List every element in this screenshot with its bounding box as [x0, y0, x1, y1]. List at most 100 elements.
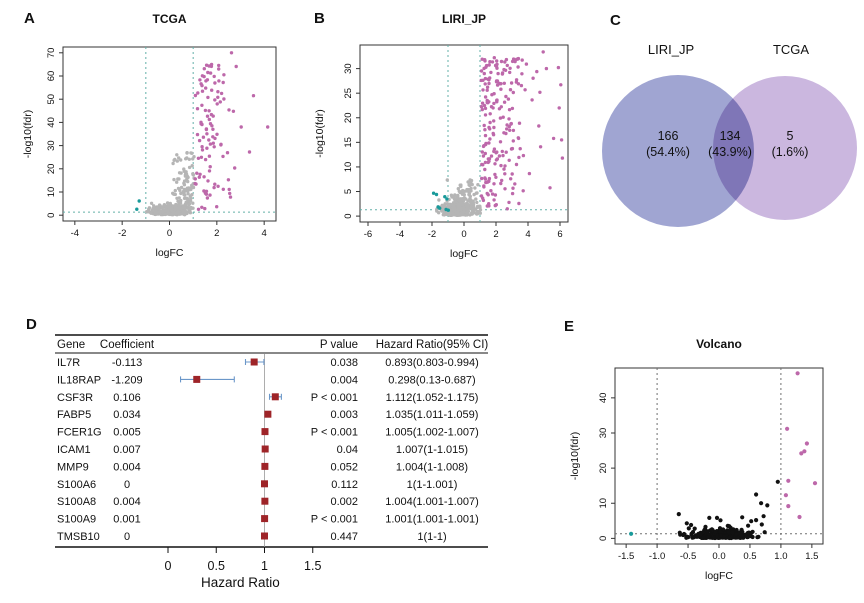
hr-point-estimate	[261, 497, 269, 505]
svg-text:0: 0	[598, 536, 609, 541]
svg-text:0: 0	[124, 479, 130, 491]
points-cluster-up	[193, 63, 252, 211]
svg-text:-6: -6	[364, 229, 372, 240]
svg-text:Hazard Ratio(95% CI): Hazard Ratio(95% CI)	[376, 339, 489, 351]
ci-whisker	[179, 376, 235, 383]
svg-text:40: 40	[598, 393, 609, 404]
svg-text:-1.5: -1.5	[618, 551, 634, 562]
svg-text:1(1-1): 1(1-1)	[417, 531, 446, 543]
svg-text:1.005(1.002-1.007): 1.005(1.002-1.007)	[385, 427, 479, 439]
svg-text:0: 0	[165, 559, 172, 573]
forest-row-IL7R: IL7R -0.113 0.038 0.893(0.803-0.994)	[57, 357, 479, 369]
svg-text:1.112(1.052-1.175): 1.112(1.052-1.175)	[386, 392, 479, 404]
svg-text:0: 0	[167, 228, 172, 239]
svg-text:0.007: 0.007	[113, 444, 141, 456]
svg-text:10: 10	[46, 187, 57, 198]
hr-point-estimate	[261, 532, 268, 540]
svg-text:-4: -4	[71, 228, 79, 239]
chart-title: LIRI_JP	[442, 12, 486, 26]
svg-text:2: 2	[493, 229, 498, 240]
forest-row-IL18RAP: IL18RAP -1.209 0.004 0.298(0.13-0.687)	[57, 374, 476, 386]
svg-text:0.893(0.803-0.994): 0.893(0.803-0.994)	[385, 357, 479, 369]
points-cluster-ns_black	[703, 515, 767, 535]
svg-text:1.007(1-1.015): 1.007(1-1.015)	[396, 444, 468, 456]
panel-b-label: B	[314, 10, 325, 27]
svg-text:5: 5	[343, 189, 354, 194]
svg-text:(54.4%): (54.4%)	[646, 145, 690, 159]
svg-text:50: 50	[46, 94, 57, 105]
hazard-ratio-axis: 0 0.5 1 1.5 Hazard Ratio	[165, 547, 321, 590]
svg-text:CSF3R: CSF3R	[57, 392, 93, 404]
volcano-plot-tcga: TCGA-4 -2 0 2 4010203040506070logFC-log10(fd…	[22, 12, 277, 259]
svg-text:0.447: 0.447	[330, 531, 358, 543]
svg-text:70: 70	[46, 48, 57, 59]
svg-text:0.004: 0.004	[113, 496, 141, 508]
svg-text:IL18RAP: IL18RAP	[57, 374, 101, 386]
svg-text:S100A8: S100A8	[57, 496, 96, 508]
venn-region-mid: 134 (43.9%)	[708, 129, 752, 159]
panel-d-label: D	[26, 316, 37, 333]
svg-text:1.004(1-1.008): 1.004(1-1.008)	[396, 461, 468, 473]
svg-text:20: 20	[343, 112, 354, 123]
svg-text:P < 0.001: P < 0.001	[311, 392, 358, 404]
threshold-lines	[63, 47, 276, 221]
svg-text:FCER1G: FCER1G	[57, 427, 102, 439]
svg-text:20: 20	[46, 164, 57, 175]
hr-point-estimate	[261, 480, 268, 488]
x-axis-label: logFC	[155, 247, 183, 259]
forest-row-S100A9: S100A9 0.001 P < 0.001 1.001(1.001-1.001)	[57, 514, 479, 526]
forest-plot-table: Gene Coefficient P value Hazard Ratio(95% C…	[55, 334, 488, 590]
svg-text:0.0: 0.0	[712, 551, 725, 562]
table-header: Gene Coefficient P value Hazard Ratio(95% C…	[57, 339, 488, 351]
forest-row-FABP5: FABP5 0.034 0.003 1.035(1.011-1.059)	[57, 409, 478, 421]
volcano-plot-volcano: Volcano -1.5 -1.0 -0.5 0.0 0.5 1.0 1.5 0 10 20 30 40…	[569, 337, 824, 582]
y-axis-label: -log10(fdr)	[22, 110, 34, 158]
hr-point-estimate	[250, 358, 258, 366]
svg-text:0.298(0.13-0.687): 0.298(0.13-0.687)	[388, 374, 475, 386]
svg-text:60: 60	[46, 71, 57, 82]
y-axis-label: -log10(fdr)	[314, 109, 326, 157]
svg-text:0.5: 0.5	[743, 551, 756, 562]
venn-region-right: 5 (1.6%)	[772, 129, 809, 159]
points-up	[206, 51, 270, 129]
svg-text:40: 40	[46, 117, 57, 128]
svg-text:6: 6	[557, 229, 562, 240]
hr-point-estimate	[193, 375, 201, 383]
svg-text:1.5: 1.5	[304, 559, 321, 573]
axes: -6 -4 -2 0 2 4 6 0 5 10 15 20 25 30	[343, 44, 569, 240]
svg-text:0.106: 0.106	[113, 392, 141, 404]
points-up	[497, 50, 565, 160]
points-down	[431, 191, 450, 212]
points-cluster-ns_gray	[445, 178, 482, 211]
svg-text:0.052: 0.052	[330, 461, 358, 473]
venn-circle-left	[602, 75, 754, 227]
hr-point-estimate	[264, 410, 272, 418]
svg-text:0: 0	[46, 213, 57, 218]
svg-text:0.034: 0.034	[113, 409, 141, 421]
svg-text:0: 0	[461, 229, 466, 240]
svg-text:P value: P value	[320, 339, 358, 351]
svg-text:Hazard Ratio: Hazard Ratio	[201, 575, 280, 590]
svg-text:Gene: Gene	[57, 339, 85, 351]
forest-row-CSF3R: CSF3R 0.106 P < 0.001 1.112(1.052-1.175)	[57, 392, 478, 404]
chart-title: Volcano	[696, 337, 742, 351]
forest-row-MMP9: MMP9 0.004 0.052 1.004(1-1.008)	[57, 461, 468, 473]
venn-right-set-label: TCGA	[773, 42, 809, 57]
points-down	[629, 531, 634, 536]
svg-text:4: 4	[262, 228, 267, 239]
svg-text:-2: -2	[118, 228, 126, 239]
svg-text:1.001(1.001-1.001): 1.001(1.001-1.001)	[385, 514, 479, 526]
svg-text:1.035(1.011-1.059): 1.035(1.011-1.059)	[386, 409, 479, 421]
panel-a-label: A	[24, 10, 35, 27]
forest-row-S100A6: S100A6 0 0.112 1(1-1.001)	[57, 479, 457, 491]
svg-text:0.001: 0.001	[113, 514, 141, 526]
svg-text:0.038: 0.038	[330, 357, 358, 369]
venn-circle-right	[713, 76, 857, 220]
forest-row-ICAM1: ICAM1 0.007 0.04 1.007(1-1.015)	[57, 444, 468, 456]
points-cluster-ns_gray	[171, 151, 197, 212]
svg-text:Coefficient: Coefficient	[100, 339, 155, 351]
svg-text:30: 30	[343, 63, 354, 74]
svg-text:0.005: 0.005	[113, 427, 141, 439]
svg-text:(1.6%): (1.6%)	[772, 145, 809, 159]
